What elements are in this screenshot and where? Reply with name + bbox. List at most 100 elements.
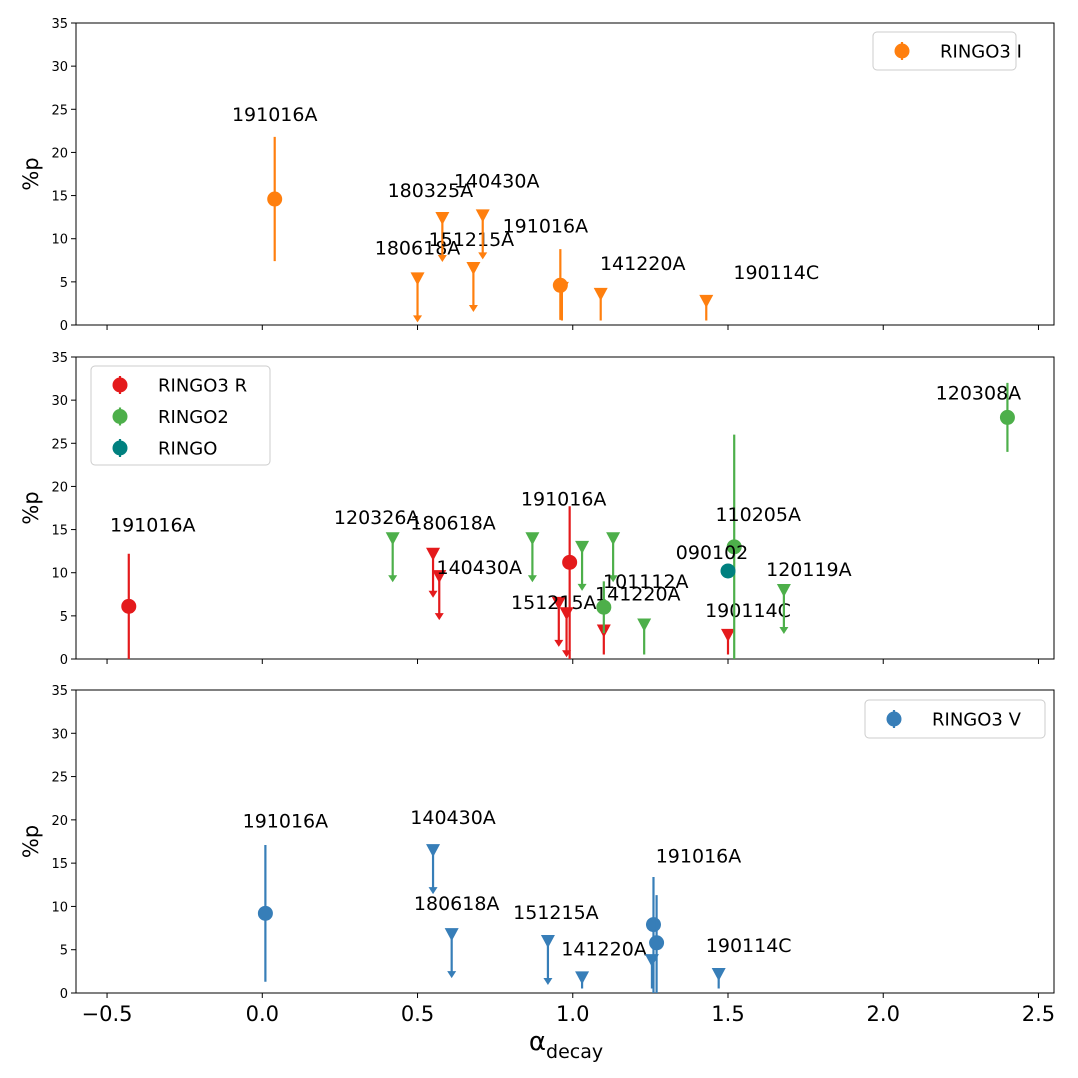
upper-limit-marker	[466, 262, 481, 276]
legend-label: RINGO3 R	[158, 376, 247, 397]
y-tick-label: 5	[60, 610, 68, 625]
grb-label: 141220A	[600, 253, 686, 275]
grb-label: 190114C	[705, 600, 791, 622]
legend-frame	[864, 699, 1046, 739]
legend: RINGO3 R RINGO2 RINGO	[90, 365, 271, 466]
y-axis-label: %p	[19, 491, 43, 524]
legend-label: RINGO2	[158, 407, 229, 428]
upper-limit-marker	[575, 540, 590, 554]
y-tick-label: 10	[51, 233, 68, 248]
y-tick-label: 0	[60, 319, 68, 334]
y-tick-label: 25	[51, 103, 68, 118]
x-axis-label-subscript: decay	[546, 1041, 603, 1063]
upper-limit-marker	[644, 954, 659, 968]
upper-limit-arrowhead	[434, 613, 444, 621]
legend-marker	[112, 377, 128, 393]
upper-limit-marker	[721, 628, 735, 642]
upper-limit-arrowhead	[468, 305, 478, 313]
upper-limit-arrowhead	[428, 887, 438, 895]
grb-label: 120119A	[766, 559, 852, 581]
data-point	[267, 191, 283, 207]
upper-limit-marker	[606, 532, 621, 546]
grb-label: 180325A	[388, 180, 474, 202]
grb-label: 151215A	[429, 229, 515, 251]
axes-frame	[75, 689, 1055, 994]
y-tick-label: 30	[51, 727, 68, 742]
y-tick-label: 15	[51, 190, 68, 205]
y-tick-label: 5	[60, 276, 68, 291]
grb-label: 180618A	[375, 237, 461, 259]
grb-label: 191016A	[232, 104, 318, 126]
legend-marker	[894, 43, 910, 59]
panel-2: 0 5 10 15 20 25 30 35 %p 180618A 140430A 151215A141…	[19, 351, 1055, 668]
grb-label: 191016A	[521, 488, 607, 510]
grb-label: 191016A	[243, 810, 329, 832]
upper-limit-arrowhead	[554, 639, 564, 647]
legend-marker	[886, 711, 902, 727]
upper-limit-arrowhead	[478, 252, 488, 260]
data-point	[121, 598, 137, 614]
x-tick-label: 0.0	[246, 1002, 279, 1026]
y-tick-label: 25	[51, 771, 68, 786]
upper-limit-arrowhead	[608, 575, 618, 583]
grb-label: 110205A	[715, 504, 801, 526]
upper-limit-marker	[575, 971, 590, 985]
y-tick-label: 0	[60, 653, 68, 668]
y-tick-label: 25	[51, 437, 68, 452]
upper-limit-marker	[426, 844, 441, 858]
grb-label: 120326A	[334, 507, 420, 529]
axes-frame	[75, 356, 1055, 660]
y-tick-label: 10	[51, 567, 68, 582]
upper-limit-arrowhead	[437, 255, 447, 263]
y-tick-label: 30	[51, 394, 68, 409]
grb-label: 180618A	[414, 893, 500, 915]
upper-limit-marker	[435, 212, 450, 226]
upper-limit-marker	[444, 928, 459, 942]
grb-label: 101112A	[603, 571, 689, 593]
legend-marker	[112, 409, 128, 424]
x-tick-label: −0.5	[82, 1002, 133, 1026]
upper-limit-arrowhead	[577, 583, 587, 591]
upper-limit-marker	[699, 294, 714, 308]
upper-limit-arrowhead	[527, 575, 537, 583]
y-axis-label: %p	[19, 157, 43, 190]
upper-limit-marker	[711, 967, 726, 981]
y-tick-label: 15	[51, 524, 68, 539]
upper-limit-marker	[426, 547, 441, 561]
legend-marker	[112, 440, 128, 456]
upper-limit-marker	[637, 618, 652, 632]
legend-label: RINGO3 I	[940, 42, 1022, 63]
legend: RINGO3 V	[864, 699, 1046, 739]
x-tick-label: 2.5	[1022, 1002, 1055, 1026]
panels: 0 5 10 15 20 25 30 35 %p 180618A 180325A 151215A 140…	[19, 17, 1055, 1026]
grb-label: 191016A	[110, 514, 196, 536]
upper-limit-marker	[410, 272, 425, 286]
legend-label: RINGO	[158, 439, 217, 460]
upper-limit-marker	[551, 596, 566, 610]
data-point	[552, 277, 568, 293]
data-point	[596, 599, 612, 615]
upper-limit-marker	[593, 287, 608, 301]
y-tick-label: 35	[51, 684, 68, 699]
grb-label: 190114C	[706, 935, 792, 957]
grb-label: 151215A	[511, 592, 597, 614]
y-axis-label: %p	[19, 825, 43, 858]
grb-label: 180618A	[410, 513, 496, 535]
data-point	[726, 539, 742, 555]
data-point	[649, 935, 665, 951]
legend: RINGO3 I	[872, 31, 1022, 71]
x-tick-label: 0.5	[401, 1002, 434, 1026]
grb-label: 090102	[676, 542, 749, 564]
upper-limit-marker	[385, 532, 400, 546]
y-tick-label: 20	[51, 480, 68, 495]
y-tick-label: 20	[51, 814, 68, 829]
upper-limit-arrowhead	[779, 626, 789, 634]
legend-label: RINGO3 V	[932, 710, 1022, 731]
y-tick-label: 35	[51, 351, 68, 366]
y-tick-label: 5	[60, 944, 68, 959]
upper-limit-arrowhead	[388, 575, 398, 583]
grb-label: 141220A	[561, 938, 647, 960]
upper-limit-arrowhead	[428, 590, 438, 598]
grb-label: 151215A	[513, 902, 599, 924]
